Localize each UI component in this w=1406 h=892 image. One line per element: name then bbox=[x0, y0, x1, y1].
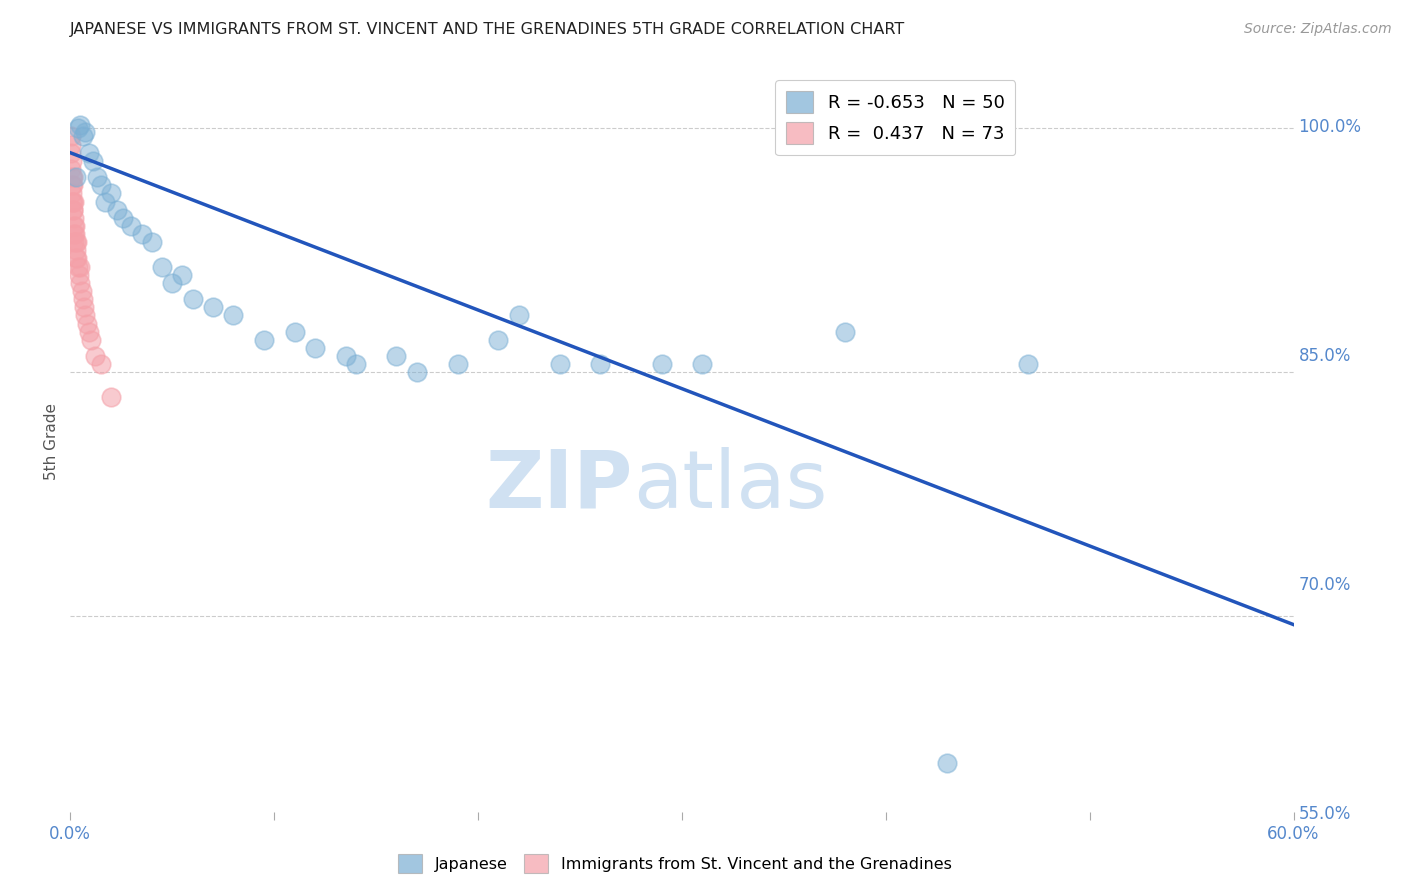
Point bbox=[60, 178, 83, 193]
Point bbox=[650, 357, 673, 371]
Point bbox=[72, 301, 94, 315]
Point bbox=[70, 284, 93, 298]
Point bbox=[76, 317, 98, 331]
Point bbox=[72, 292, 94, 306]
Point bbox=[62, 194, 84, 209]
Point bbox=[59, 137, 82, 152]
Legend: R = -0.653   N = 50, R =  0.437   N = 73: R = -0.653 N = 50, R = 0.437 N = 73 bbox=[775, 80, 1015, 155]
Point bbox=[304, 341, 326, 355]
Point bbox=[60, 129, 83, 144]
Point bbox=[692, 357, 714, 371]
Point bbox=[67, 260, 90, 274]
Point bbox=[60, 194, 83, 209]
Point bbox=[94, 194, 117, 209]
Point bbox=[90, 357, 112, 371]
Point bbox=[100, 186, 122, 201]
Point bbox=[59, 145, 82, 160]
Point bbox=[344, 357, 367, 371]
Point bbox=[82, 153, 104, 168]
Point bbox=[202, 301, 225, 315]
Point bbox=[65, 252, 87, 266]
Point bbox=[79, 333, 103, 347]
Y-axis label: 5th Grade: 5th Grade bbox=[44, 403, 59, 480]
Point bbox=[83, 349, 105, 363]
Point bbox=[66, 235, 89, 250]
Point bbox=[90, 178, 112, 193]
Point bbox=[222, 309, 245, 323]
Point bbox=[131, 227, 153, 241]
Point bbox=[63, 235, 86, 250]
Point bbox=[150, 260, 173, 274]
Point bbox=[69, 276, 91, 290]
Point bbox=[60, 170, 83, 185]
Point bbox=[936, 756, 959, 770]
Point bbox=[62, 178, 84, 193]
Point bbox=[548, 357, 571, 371]
Point bbox=[60, 153, 83, 168]
Point bbox=[62, 194, 84, 209]
Point bbox=[488, 333, 510, 347]
Point bbox=[834, 325, 856, 339]
Point bbox=[65, 244, 87, 258]
Point bbox=[508, 309, 530, 323]
Point bbox=[86, 170, 108, 185]
Point bbox=[67, 121, 90, 136]
Point bbox=[253, 333, 276, 347]
Point bbox=[284, 325, 307, 339]
Point bbox=[105, 202, 128, 217]
Point bbox=[1018, 357, 1040, 371]
Point bbox=[63, 227, 86, 241]
Point bbox=[406, 365, 429, 379]
Point bbox=[62, 202, 84, 217]
Point bbox=[181, 292, 204, 306]
Point bbox=[66, 252, 89, 266]
Point bbox=[162, 276, 183, 290]
Point bbox=[62, 211, 84, 225]
Point bbox=[112, 211, 135, 225]
Legend: Japanese, Immigrants from St. Vincent and the Grenadines: Japanese, Immigrants from St. Vincent an… bbox=[392, 847, 957, 880]
Point bbox=[72, 129, 94, 144]
Text: ZIP: ZIP bbox=[485, 447, 633, 525]
Point bbox=[335, 349, 357, 363]
Point bbox=[447, 357, 470, 371]
Point bbox=[65, 170, 87, 185]
Point bbox=[63, 219, 86, 233]
Point bbox=[100, 390, 122, 404]
Text: JAPANESE VS IMMIGRANTS FROM ST. VINCENT AND THE GRENADINES 5TH GRADE CORRELATION: JAPANESE VS IMMIGRANTS FROM ST. VINCENT … bbox=[70, 22, 905, 37]
Point bbox=[73, 309, 96, 323]
Point bbox=[121, 219, 143, 233]
Point bbox=[65, 235, 87, 250]
Point bbox=[69, 118, 91, 132]
Point bbox=[172, 268, 194, 282]
Point bbox=[62, 170, 84, 185]
Point bbox=[69, 260, 91, 274]
Point bbox=[141, 235, 163, 250]
Point bbox=[77, 325, 100, 339]
Text: Source: ZipAtlas.com: Source: ZipAtlas.com bbox=[1244, 22, 1392, 37]
Point bbox=[67, 268, 90, 282]
Point bbox=[77, 145, 100, 160]
Point bbox=[73, 124, 96, 138]
Point bbox=[60, 161, 83, 176]
Point bbox=[62, 202, 84, 217]
Text: atlas: atlas bbox=[633, 447, 827, 525]
Point bbox=[589, 357, 612, 371]
Point bbox=[60, 186, 83, 201]
Point bbox=[63, 219, 86, 233]
Point bbox=[385, 349, 408, 363]
Point bbox=[63, 227, 86, 241]
